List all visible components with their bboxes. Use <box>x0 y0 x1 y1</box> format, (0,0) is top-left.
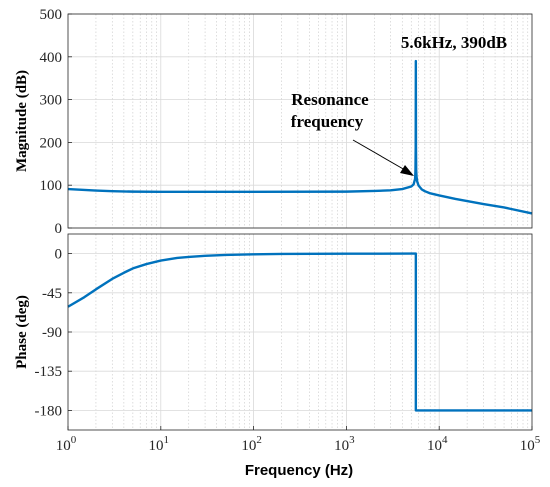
x-tick-label: 103 <box>334 434 355 454</box>
y-tick-label: -45 <box>42 286 62 302</box>
x-tick-label: 100 <box>56 434 77 454</box>
x-tick-label: 102 <box>241 434 262 454</box>
phase-grid <box>68 234 532 430</box>
phase-series-line <box>67 252 532 412</box>
annotations: 5.6kHz, 390dB Resonance frequency <box>291 33 507 176</box>
frequency-x-axis-label: Frequency (Hz) <box>245 462 353 479</box>
y-tick-label: 500 <box>40 7 63 23</box>
frequency-x-ticks: 100 101 102 103 104 105 <box>56 426 541 454</box>
magnitude-panel: 0 100 200 300 400 500 Magnitude (dB) <box>14 7 533 237</box>
phase-panel: 0 -45 -90 -135 -180 100 101 102 103 104 105 Phase… <box>14 233 541 479</box>
resonance-arrow-head <box>400 165 414 176</box>
x-tick-label: 105 <box>520 434 541 454</box>
y-tick-label: -180 <box>35 403 63 419</box>
x-tick-label: 101 <box>149 434 170 454</box>
y-tick-label: 400 <box>40 50 63 66</box>
y-tick-label: 300 <box>40 93 63 109</box>
magnitude-axes-box <box>67 13 533 229</box>
magnitude-series-line <box>67 59 533 215</box>
y-tick-label: 200 <box>40 135 63 151</box>
y-tick-label: -90 <box>42 325 62 341</box>
resonance-arrow-shaft <box>352 139 406 171</box>
y-tick-label: -135 <box>35 364 63 380</box>
x-tick-label: 104 <box>427 434 448 454</box>
resonance-annotation-line2: frequency <box>291 112 364 131</box>
phase-y-ticks: 0 -45 -90 -135 -180 <box>35 247 72 419</box>
y-tick-label: 0 <box>55 247 63 263</box>
magnitude-y-ticks: 0 100 200 300 400 500 <box>40 7 72 237</box>
phase-y-axis-label: Phase (deg) <box>14 295 30 369</box>
resonance-annotation-line1: Resonance <box>291 90 369 109</box>
y-tick-label: 100 <box>40 178 63 194</box>
y-tick-label: 0 <box>55 221 63 237</box>
peak-annotation: 5.6kHz, 390dB <box>401 33 507 52</box>
magnitude-y-axis-label: Magnitude (dB) <box>14 70 30 172</box>
